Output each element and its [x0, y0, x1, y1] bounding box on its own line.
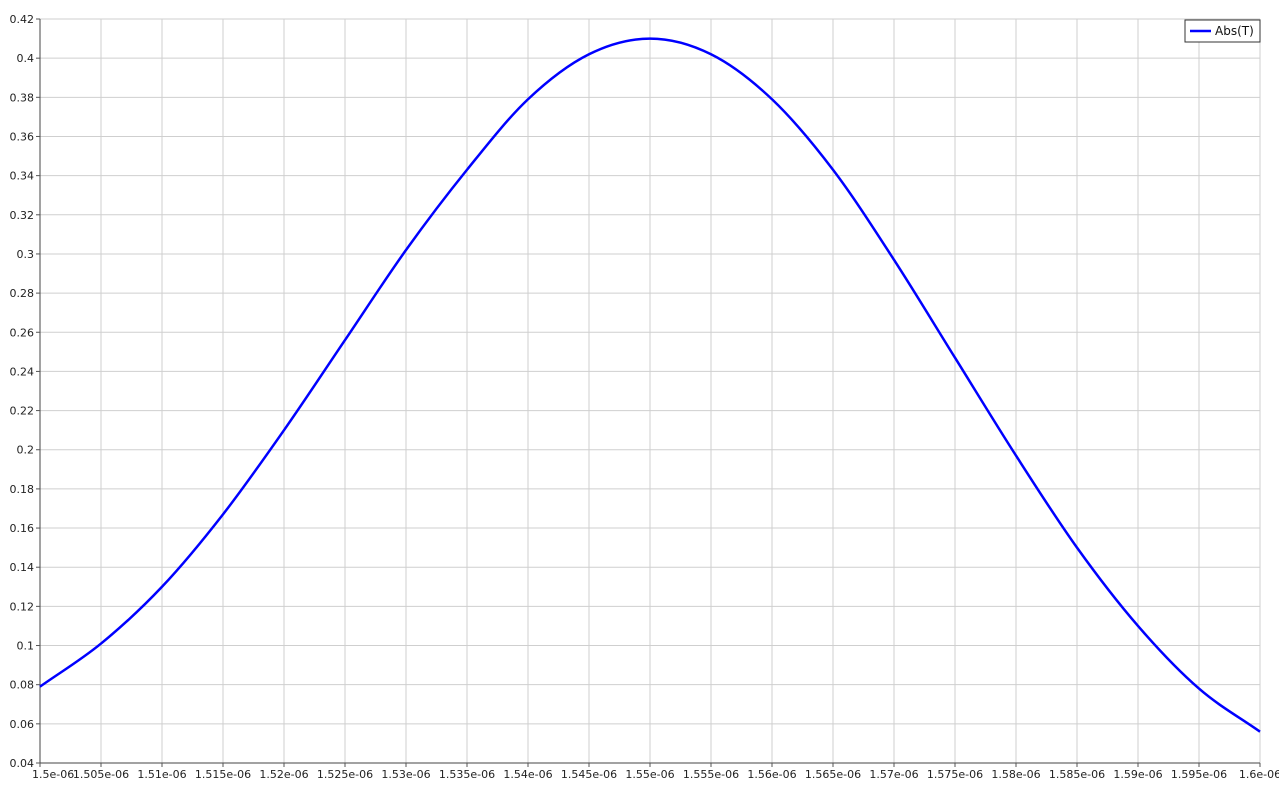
grid-lines [39, 18, 1261, 764]
x-axis-ticks: 1.5e-061.505e-06 1.51e-06 1.515e-06 1.52e-0… [32, 763, 1279, 781]
legend[interactable]: Abs(T) [1184, 19, 1261, 43]
x-tick-label: 1.515e-06 [195, 768, 251, 781]
y-tick-label: 0.06 [10, 718, 35, 731]
y-tick-label: 0.1 [17, 640, 35, 653]
y-tick-label: 0.28 [10, 287, 35, 300]
x-tick-label: 1.505e-06 [73, 768, 129, 781]
x-tick-label: 1.585e-06 [1049, 768, 1105, 781]
legend-label-abs-t: Abs(T) [1215, 24, 1254, 38]
y-tick-label: 0.26 [10, 326, 35, 339]
y-tick-label: 0.4 [17, 52, 35, 65]
x-tick-label: 1.565e-06 [805, 768, 861, 781]
legend-box [1184, 19, 1261, 43]
x-tick-label: 1.52e-06 [259, 768, 308, 781]
y-tick-label: 0.36 [10, 130, 35, 143]
x-tick-label: 1.59e-06 [1113, 768, 1162, 781]
x-tick-label: 1.6e-06 [1239, 768, 1279, 781]
x-tick-label: 1.535e-06 [439, 768, 495, 781]
y-tick-label: 0.22 [10, 405, 35, 418]
x-tick-label: 1.56e-06 [747, 768, 796, 781]
x-tick-label: 1.58e-06 [991, 768, 1040, 781]
x-tick-label: 1.55e-06 [625, 768, 674, 781]
series-line-abs-t [39, 37, 1261, 733]
x-tick-label: 1.57e-06 [869, 768, 918, 781]
x-tick-label: 1.575e-06 [927, 768, 983, 781]
y-tick-label: 0.34 [10, 170, 35, 183]
y-tick-label: 0.16 [10, 522, 35, 535]
series-lines [39, 37, 1261, 733]
y-tick-label: 0.18 [10, 483, 35, 496]
x-tick-label: 1.51e-06 [137, 768, 186, 781]
y-tick-label: 0.24 [10, 365, 35, 378]
x-tick-label: 1.595e-06 [1171, 768, 1227, 781]
x-tick-label: 1.5e-06 [32, 768, 74, 781]
y-tick-label: 0.3 [17, 248, 35, 261]
x-tick-label: 1.555e-06 [683, 768, 739, 781]
y-tick-label: 0.04 [10, 757, 35, 770]
x-tick-label: 1.525e-06 [317, 768, 373, 781]
x-tick-label: 1.545e-06 [561, 768, 617, 781]
y-tick-label: 0.12 [10, 600, 35, 613]
y-tick-label: 0.38 [10, 91, 35, 104]
y-tick-label: 0.08 [10, 679, 35, 692]
y-axis-ticks: 0.04 0.06 0.08 0.1 0.12 0.14 0.16 0.18 0.2 0.22 0.… [10, 13, 40, 770]
y-tick-label: 0.42 [10, 13, 35, 26]
x-tick-label: 1.54e-06 [503, 768, 552, 781]
y-tick-label: 0.2 [17, 444, 35, 457]
y-tick-label: 0.32 [10, 209, 35, 222]
y-tick-label: 0.14 [10, 561, 35, 574]
x-tick-label: 1.53e-06 [381, 768, 430, 781]
